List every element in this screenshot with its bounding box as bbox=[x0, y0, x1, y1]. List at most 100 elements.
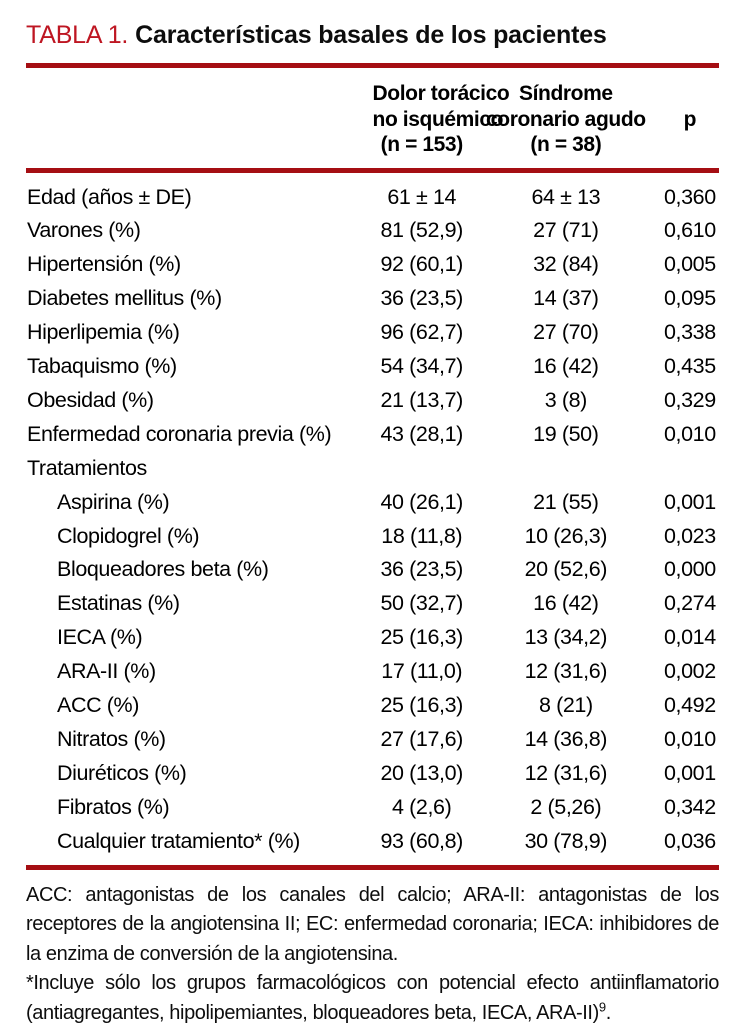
table-row: ACC (%) 25 (16,3) 8 (21) 0,492 bbox=[26, 689, 719, 723]
row-label: Nitratos (%) bbox=[57, 727, 166, 751]
column-header-no-ischemic: Dolor torácico no isquémico (n = 153) bbox=[372, 68, 510, 173]
column-header-variable bbox=[26, 68, 373, 173]
cell-p: 0,492 bbox=[663, 693, 716, 718]
row-label: Obesidad (%) bbox=[27, 387, 154, 412]
cell-acs: 3 (8) bbox=[544, 387, 588, 412]
cell-acs bbox=[471, 452, 661, 486]
footnote-abbreviations: ACC: antagonistas de los canales del cal… bbox=[26, 883, 719, 965]
cell-p: 0,435 bbox=[663, 354, 716, 379]
table-header: Dolor torácico no isquémico (n = 153) Sí… bbox=[26, 68, 719, 173]
table-row: Aspirina (%) 40 (26,1) 21 (55) 0,001 bbox=[26, 486, 719, 520]
table-row: Edad (años ± DE) 61 ± 14 64 ± 13 0,360 bbox=[26, 170, 719, 214]
cell-acs: 20 (52,6) bbox=[524, 557, 608, 582]
table-title: TABLA 1. Características basales de los p… bbox=[26, 20, 719, 50]
cell-acs: 21 (55) bbox=[533, 489, 599, 514]
cell-acs: 2 (5,26) bbox=[530, 794, 602, 819]
cell-no-ischemic: 4 (2,6) bbox=[392, 794, 452, 819]
table-caption: Características basales de los pacientes bbox=[135, 21, 607, 49]
cell-no-ischemic: 25 (16,3) bbox=[380, 625, 463, 650]
cell-no-ischemic: 93 (60,8) bbox=[380, 828, 463, 853]
cell-p: 0,001 bbox=[663, 489, 716, 514]
table-row: Clopidogrel (%) 18 (11,8) 10 (26,3) 0,02… bbox=[26, 520, 719, 554]
cell-acs: 32 (84) bbox=[533, 252, 599, 277]
cell-p: 0,095 bbox=[663, 286, 716, 311]
row-label: IECA (%) bbox=[57, 625, 143, 650]
cell-acs: 19 (50) bbox=[533, 421, 599, 446]
cell-acs: 16 (42) bbox=[533, 591, 599, 616]
footnote-note-text: *Incluye sólo los grupos farmacológicos … bbox=[26, 972, 719, 1024]
column-header-line: Síndrome bbox=[519, 82, 613, 105]
row-label: Tratamientos bbox=[27, 455, 147, 480]
cell-no-ischemic: 27 (17,6) bbox=[380, 727, 463, 751]
row-label: Clopidogrel (%) bbox=[57, 523, 200, 548]
table-row: Tabaquismo (%) 54 (34,7) 16 (42) 0,435 bbox=[26, 350, 719, 384]
row-label: Aspirina (%) bbox=[57, 489, 170, 514]
cell-acs: 64 ± 13 bbox=[531, 184, 601, 209]
table-row: Nitratos (%) 27 (17,6) 14 (36,8) 0,010 bbox=[26, 723, 719, 757]
table-row: Hiperlipemia (%) 96 (62,7) 27 (70) 0,338 bbox=[26, 316, 719, 350]
column-header-line: (n = 38) bbox=[530, 133, 602, 156]
cell-no-ischemic: 17 (11,0) bbox=[381, 659, 463, 684]
cell-acs: 30 (78,9) bbox=[524, 828, 608, 853]
row-label: ACC (%) bbox=[57, 693, 140, 718]
reference-superscript: 9 bbox=[598, 998, 606, 1014]
table-row: ARA-II (%) 17 (11,0) 12 (31,6) 0,002 bbox=[26, 655, 719, 689]
header-row: Dolor torácico no isquémico (n = 153) Sí… bbox=[26, 68, 719, 173]
cell-acs: 10 (26,3) bbox=[524, 523, 608, 548]
footnotes: ACC: antagonistas de los canales del cal… bbox=[26, 881, 719, 1028]
cell-p: 0,329 bbox=[663, 387, 716, 412]
column-header-line: Dolor torácico bbox=[372, 82, 510, 105]
table-row: Varones (%) 81 (52,9) 27 (71) 0,610 bbox=[26, 214, 719, 248]
cell-p: 0,274 bbox=[663, 591, 716, 616]
column-header-acs: Síndrome coronario agudo (n = 38) bbox=[470, 68, 661, 173]
cell-acs: 13 (34,2) bbox=[524, 625, 608, 650]
table-body: Edad (años ± DE) 61 ± 14 64 ± 13 0,360 V… bbox=[26, 170, 719, 865]
row-label: Enfermedad coronaria previa (%) bbox=[27, 421, 332, 446]
table-row: Diabetes mellitus (%) 36 (23,5) 14 (37) … bbox=[26, 282, 719, 316]
cell-no-ischemic: 36 (23,5) bbox=[380, 286, 463, 311]
table-row: Hipertensión (%) 92 (60,1) 32 (84) 0,005 bbox=[26, 248, 719, 282]
row-label: Bloqueadores beta (%) bbox=[57, 557, 269, 582]
cell-p: 0,010 bbox=[663, 727, 716, 751]
row-label: Diuréticos (%) bbox=[57, 760, 187, 785]
row-label: Estatinas (%) bbox=[57, 591, 180, 616]
table-row: Diuréticos (%) 20 (13,0) 12 (31,6) 0,001 bbox=[26, 757, 719, 791]
row-label: Edad (años ± DE) bbox=[27, 184, 192, 209]
row-label: Hipertensión (%) bbox=[27, 252, 181, 277]
column-header-line: no isquémico bbox=[372, 107, 504, 131]
cell-acs: 16 (42) bbox=[533, 354, 599, 379]
table-number: TABLA 1. bbox=[26, 21, 129, 49]
row-label: ARA-II (%) bbox=[57, 659, 156, 684]
row-label: Diabetes mellitus (%) bbox=[27, 286, 222, 311]
cell-acs: 27 (71) bbox=[533, 218, 599, 243]
cell-p bbox=[661, 452, 719, 486]
cell-no-ischemic: 25 (16,3) bbox=[380, 693, 463, 718]
bottom-rule bbox=[26, 864, 719, 870]
table-row: IECA (%) 25 (16,3) 13 (34,2) 0,014 bbox=[26, 621, 719, 655]
cell-no-ischemic: 96 (62,7) bbox=[380, 320, 463, 345]
cell-p: 0,036 bbox=[663, 828, 716, 853]
cell-acs: 14 (36,8) bbox=[524, 727, 608, 751]
row-label: Hiperlipemia (%) bbox=[27, 320, 180, 345]
cell-p: 0,360 bbox=[663, 184, 716, 209]
column-header-line: coronario agudo bbox=[486, 107, 646, 131]
cell-p: 0,002 bbox=[663, 659, 716, 684]
cell-no-ischemic: 18 (11,8) bbox=[381, 523, 463, 548]
cell-p: 0,342 bbox=[663, 794, 716, 819]
row-label: Tabaquismo (%) bbox=[27, 354, 177, 379]
cell-no-ischemic: 40 (26,1) bbox=[380, 489, 463, 514]
cell-acs: 8 (21) bbox=[538, 693, 593, 718]
row-label: Varones (%) bbox=[27, 218, 141, 243]
cell-no-ischemic: 92 (60,1) bbox=[380, 252, 463, 277]
table-row: Obesidad (%) 21 (13,7) 3 (8) 0,329 bbox=[26, 384, 719, 418]
row-label: Cualquier tratamiento* (%) bbox=[57, 828, 300, 853]
cell-no-ischemic: 81 (52,9) bbox=[380, 218, 463, 243]
column-header-p: p bbox=[660, 68, 719, 173]
title-rule bbox=[26, 63, 719, 68]
row-label: Fibratos (%) bbox=[57, 794, 170, 819]
cell-p: 0,001 bbox=[663, 760, 716, 785]
cell-p: 0,000 bbox=[663, 557, 716, 582]
footnote-note-period: . bbox=[605, 1001, 612, 1024]
cell-no-ischemic: 43 (28,1) bbox=[380, 421, 463, 446]
